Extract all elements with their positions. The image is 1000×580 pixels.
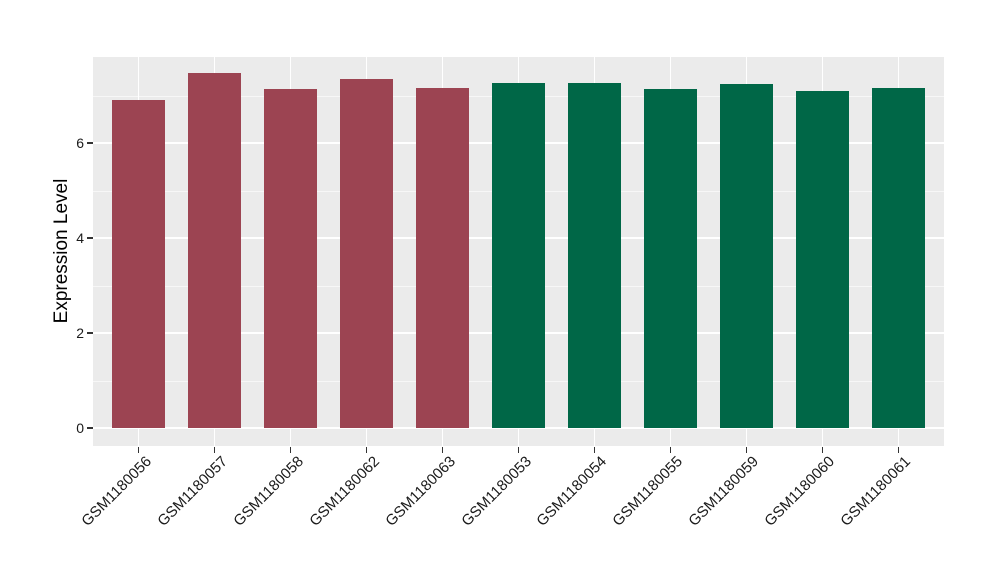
- y-tick-mark: [87, 237, 93, 239]
- y-tick-mark: [87, 332, 93, 334]
- bar-GSM1180059: [719, 84, 773, 428]
- x-tick-mark: [821, 447, 824, 453]
- x-tick-mark: [289, 447, 292, 453]
- bar-GSM1180053: [492, 82, 545, 428]
- bar-GSM1180060: [795, 91, 849, 428]
- bar-GSM1180057: [188, 73, 242, 428]
- x-tick-mark: [213, 447, 216, 453]
- plot-panel: [93, 57, 944, 446]
- x-tick-mark: [897, 447, 900, 453]
- bar-GSM1180062: [340, 78, 394, 428]
- y-tick-label: 4: [76, 230, 84, 246]
- x-tick-mark: [745, 447, 748, 453]
- y-tick-label: 0: [76, 420, 84, 436]
- bar-GSM1180056: [112, 99, 166, 428]
- bar-GSM1180055: [643, 88, 697, 428]
- x-tick-mark: [517, 447, 520, 453]
- bar-GSM1180058: [264, 88, 318, 428]
- bar-GSM1180054: [567, 83, 621, 428]
- y-tick-label: 2: [76, 325, 84, 341]
- x-tick-mark: [593, 447, 596, 453]
- x-tick-mark: [669, 447, 672, 453]
- x-tick-mark: [441, 447, 444, 453]
- y-tick-mark: [87, 427, 93, 429]
- bar-GSM1180061: [871, 87, 925, 428]
- bar-GSM1180063: [416, 87, 470, 428]
- x-tick-mark: [137, 447, 140, 453]
- x-tick-mark: [365, 447, 368, 453]
- y-tick-label: 6: [76, 135, 84, 151]
- y-tick-mark: [87, 142, 93, 144]
